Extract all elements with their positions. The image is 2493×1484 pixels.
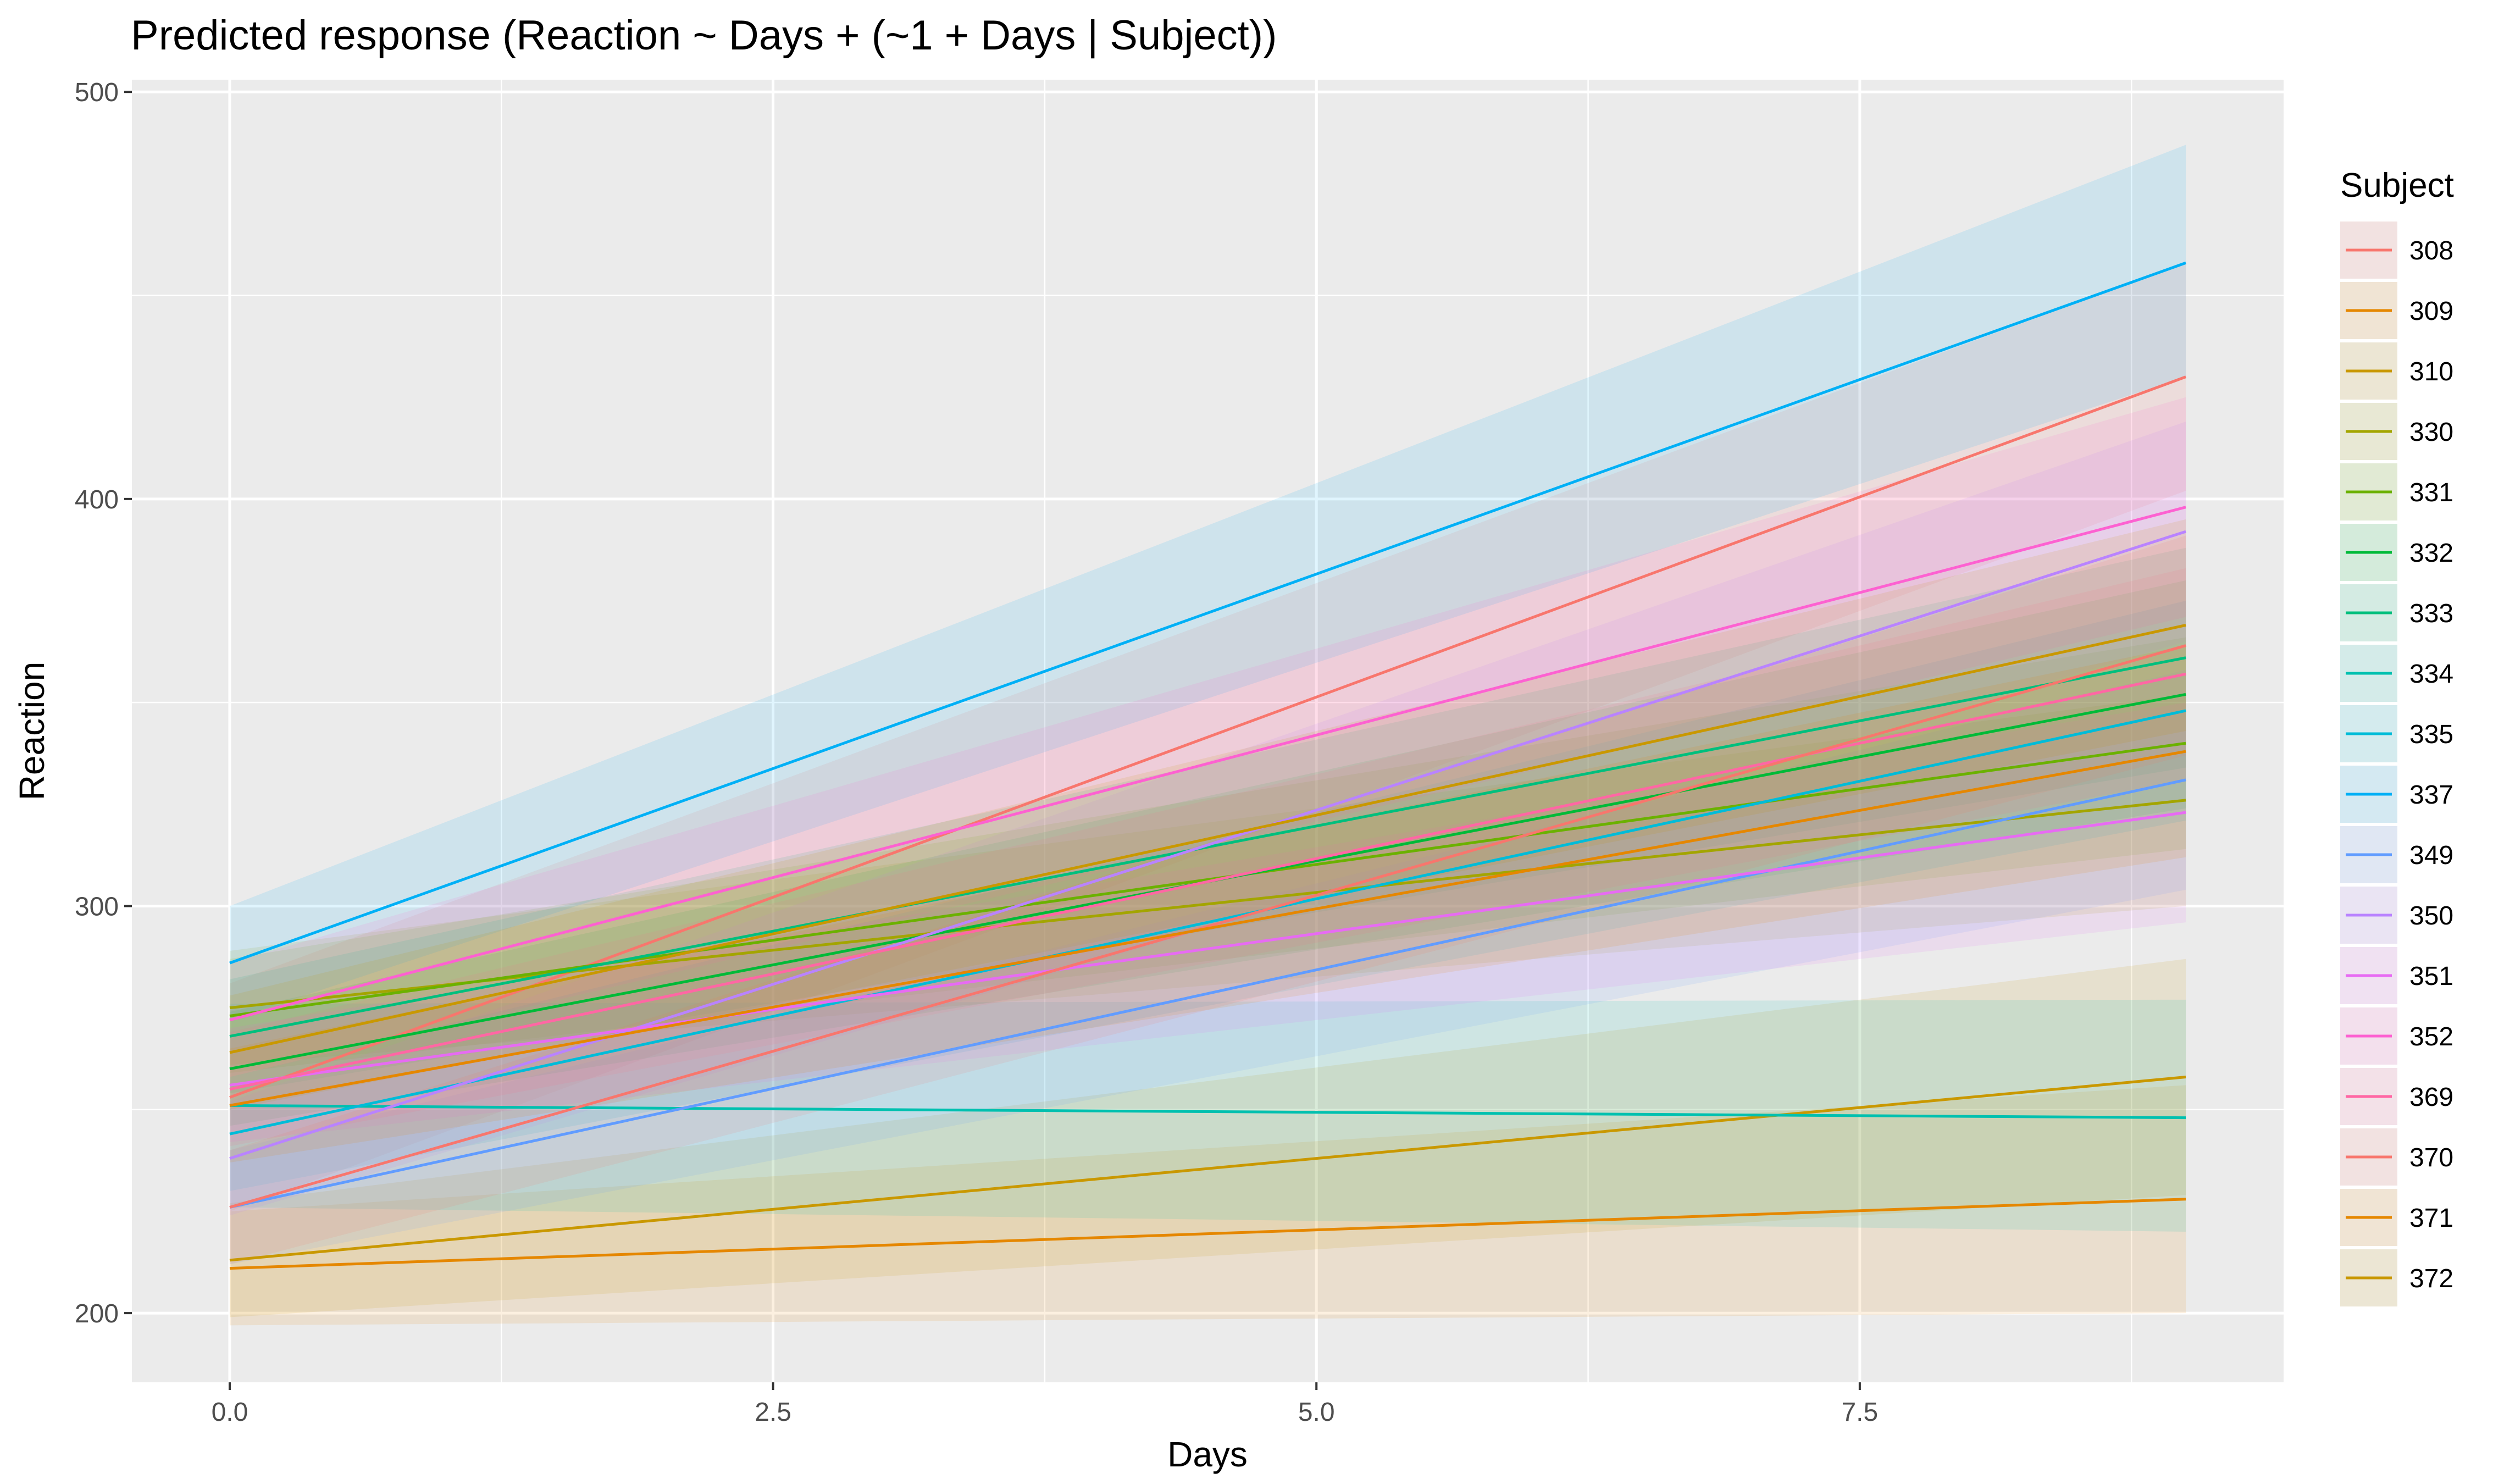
series-line-369 [229, 672, 2186, 1091]
axes: 0.0 2.5 5.0 7.5 200 300 400 500 [75, 78, 1878, 1427]
legend-label-334: 334 [2409, 660, 2453, 689]
chart-title: Predicted response (Reaction ~ Days + (~… [131, 12, 1277, 59]
series-line-334 [229, 1104, 2186, 1120]
band-331 [229, 637, 2186, 1073]
series-line-372 [229, 623, 2186, 1054]
series-line-371 [229, 750, 2186, 1107]
band-334 [229, 999, 2186, 1232]
band-335 [229, 601, 2186, 1191]
series-line-349 [229, 778, 2186, 1209]
legend-label-309: 309 [2409, 297, 2453, 326]
legend-label-332: 332 [2409, 539, 2453, 568]
series-line-352 [229, 506, 2186, 1022]
x-tick-label: 2.5 [755, 1398, 791, 1427]
band-337 [229, 145, 2186, 1020]
plot-panel [132, 80, 2284, 1382]
x-tick-label: 7.5 [1841, 1398, 1878, 1427]
legend-label-369: 369 [2409, 1083, 2453, 1112]
series-line-333 [229, 656, 2186, 1038]
series-line-351 [229, 811, 2186, 1087]
legend-label-333: 333 [2409, 599, 2453, 628]
legend-label-352: 352 [2409, 1022, 2453, 1051]
legend-label-372: 372 [2409, 1264, 2453, 1293]
y-tick-label: 400 [75, 485, 119, 514]
series-line-310 [229, 1076, 2186, 1262]
band-332 [229, 580, 2186, 1126]
series-line-350 [229, 530, 2186, 1160]
legend-label-337: 337 [2409, 780, 2453, 810]
series-line-308 [229, 375, 2186, 1099]
x-tick-label: 5.0 [1298, 1398, 1335, 1427]
x-tick-label: 0.0 [212, 1398, 248, 1427]
legend-label-308: 308 [2409, 236, 2453, 265]
legend-label-371: 371 [2409, 1204, 2453, 1233]
legend-label-330: 330 [2409, 418, 2453, 447]
band-372 [229, 519, 2186, 1110]
legend-label-331: 331 [2409, 478, 2453, 507]
band-349 [229, 669, 2186, 1265]
band-309 [229, 1085, 2186, 1326]
legend-label-310: 310 [2409, 357, 2453, 386]
legend-label-350: 350 [2409, 901, 2453, 931]
y-tick-label: 500 [75, 78, 119, 107]
y-tick-label: 200 [75, 1299, 119, 1328]
y-axis-title: Reaction [12, 662, 52, 801]
series-line-331 [229, 741, 2186, 1017]
series-line-309 [229, 1198, 2186, 1270]
series-lines [229, 261, 2186, 1270]
band-310 [229, 959, 2186, 1317]
x-axis-title: Days [1167, 1435, 1248, 1474]
series-line-337 [229, 261, 2186, 965]
legend-label-351: 351 [2409, 962, 2453, 991]
legend-title: Subject [2340, 167, 2454, 204]
series-line-335 [229, 709, 2186, 1136]
band-370 [229, 535, 2186, 1265]
legend-label-335: 335 [2409, 720, 2453, 749]
legend: Subject 308 309 310 330 331 332 333 334 335 337 34… [2340, 167, 2454, 1306]
legend-label-370: 370 [2409, 1143, 2453, 1172]
y-tick-label: 300 [75, 892, 119, 921]
legend-label-349: 349 [2409, 841, 2453, 870]
series-line-370 [229, 644, 2186, 1209]
